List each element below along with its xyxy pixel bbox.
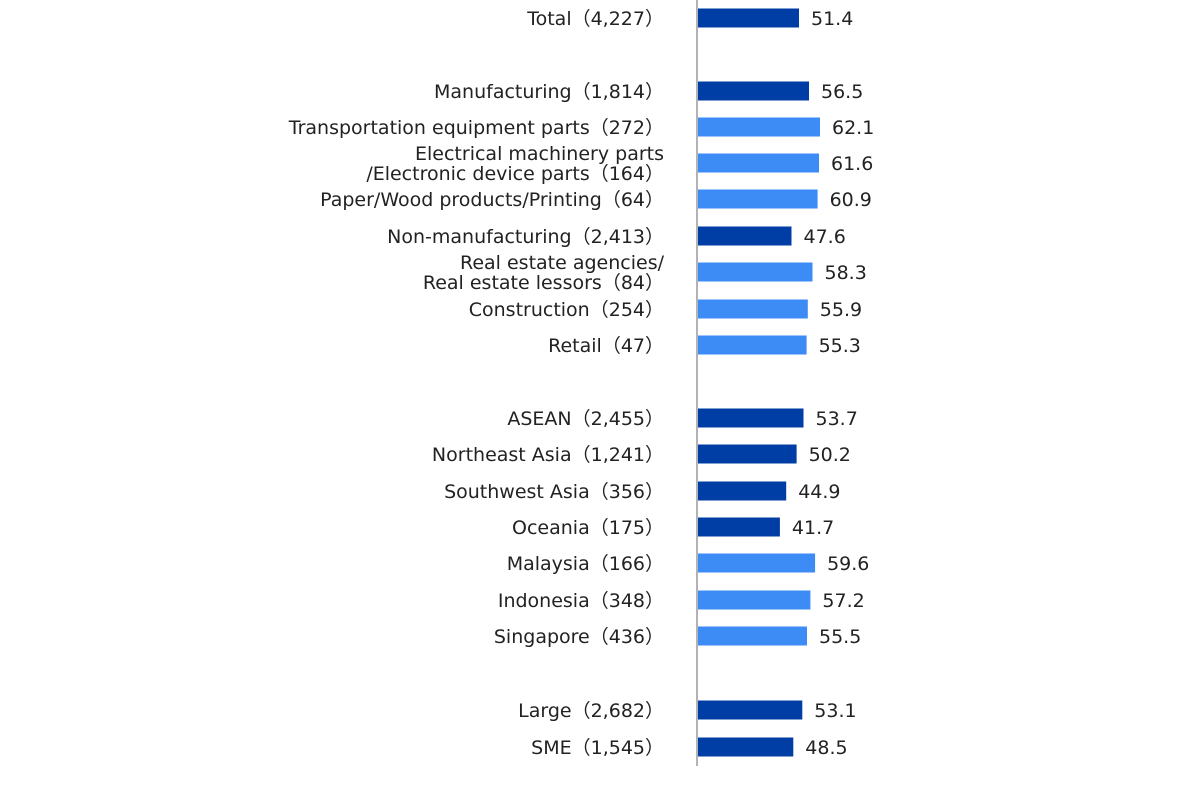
bar-1	[698, 8, 799, 28]
category-label-17: Large（2,682）	[518, 700, 664, 722]
bar-15	[698, 590, 811, 610]
value-label-8: 55.9	[820, 299, 862, 321]
value-label-18: 48.5	[805, 737, 847, 759]
value-label-10: 53.7	[816, 408, 858, 430]
value-label-15: 57.2	[822, 590, 864, 612]
value-labels-group: 51.4 56.5 62.1 61.6 60.9 47.6 58.3 55.9 55.3 53.7…	[792, 8, 874, 759]
bar-9	[698, 335, 807, 355]
category-label-18: SME（1,545）	[531, 737, 664, 759]
bar-7	[698, 262, 813, 282]
category-label-16: Singapore（436）	[494, 626, 664, 648]
bar-11	[698, 444, 797, 464]
bar-12	[698, 481, 787, 501]
category-label-3: Transportation equipment parts（272）	[288, 117, 664, 139]
bar-13	[698, 517, 780, 537]
value-label-14: 59.6	[827, 553, 869, 575]
bar-8	[698, 299, 808, 319]
bar-16	[698, 626, 807, 646]
value-label-1: 51.4	[811, 8, 853, 30]
bar-10	[698, 408, 804, 428]
category-labels-group: Total（4,227） Manufacturing（1,814） Transpor…	[288, 8, 665, 759]
bar-6	[698, 226, 792, 246]
category-label-5: Paper/Wood products/Printing（64）	[320, 189, 664, 211]
category-label-14: Malaysia（166）	[507, 553, 664, 575]
bar-17	[698, 700, 803, 720]
value-label-3: 62.1	[832, 117, 874, 139]
bar-2	[698, 81, 809, 101]
category-label-9: Retail（47）	[548, 335, 664, 357]
category-label-8: Construction（254）	[469, 299, 664, 321]
category-label-11: Northeast Asia（1,241）	[432, 444, 664, 466]
value-label-9: 55.3	[819, 335, 861, 357]
bar-14	[698, 553, 816, 573]
category-label-10: ASEAN（2,455）	[507, 408, 664, 430]
category-label-1: Total（4,227）	[526, 8, 664, 30]
value-label-2: 56.5	[821, 81, 863, 103]
value-label-11: 50.2	[809, 444, 851, 466]
category-label-12: Southwest Asia（356）	[444, 481, 664, 503]
category-label-2: Manufacturing（1,814）	[434, 81, 664, 103]
value-label-17: 53.1	[814, 700, 856, 722]
category-label-4: Electrical machinery parts/Electronic de…	[366, 143, 664, 185]
value-label-12: 44.9	[798, 481, 840, 503]
value-label-7: 58.3	[825, 262, 867, 284]
category-label-6: Non-manufacturing（2,413）	[387, 226, 664, 248]
bar-4	[698, 153, 819, 173]
value-label-5: 60.9	[830, 189, 872, 211]
category-label-7: Real estate agencies/Real estate lessors…	[423, 252, 665, 294]
bar-5	[698, 189, 818, 209]
bar-3	[698, 117, 820, 137]
bar-18	[698, 737, 794, 757]
value-label-4: 61.6	[831, 153, 873, 175]
value-label-16: 55.5	[819, 626, 861, 648]
value-label-13: 41.7	[792, 517, 834, 539]
bars-group	[698, 8, 820, 757]
category-label-13: Oceania（175）	[512, 517, 664, 539]
category-label-15: Indonesia（348）	[498, 590, 664, 612]
value-label-6: 47.6	[804, 226, 846, 248]
